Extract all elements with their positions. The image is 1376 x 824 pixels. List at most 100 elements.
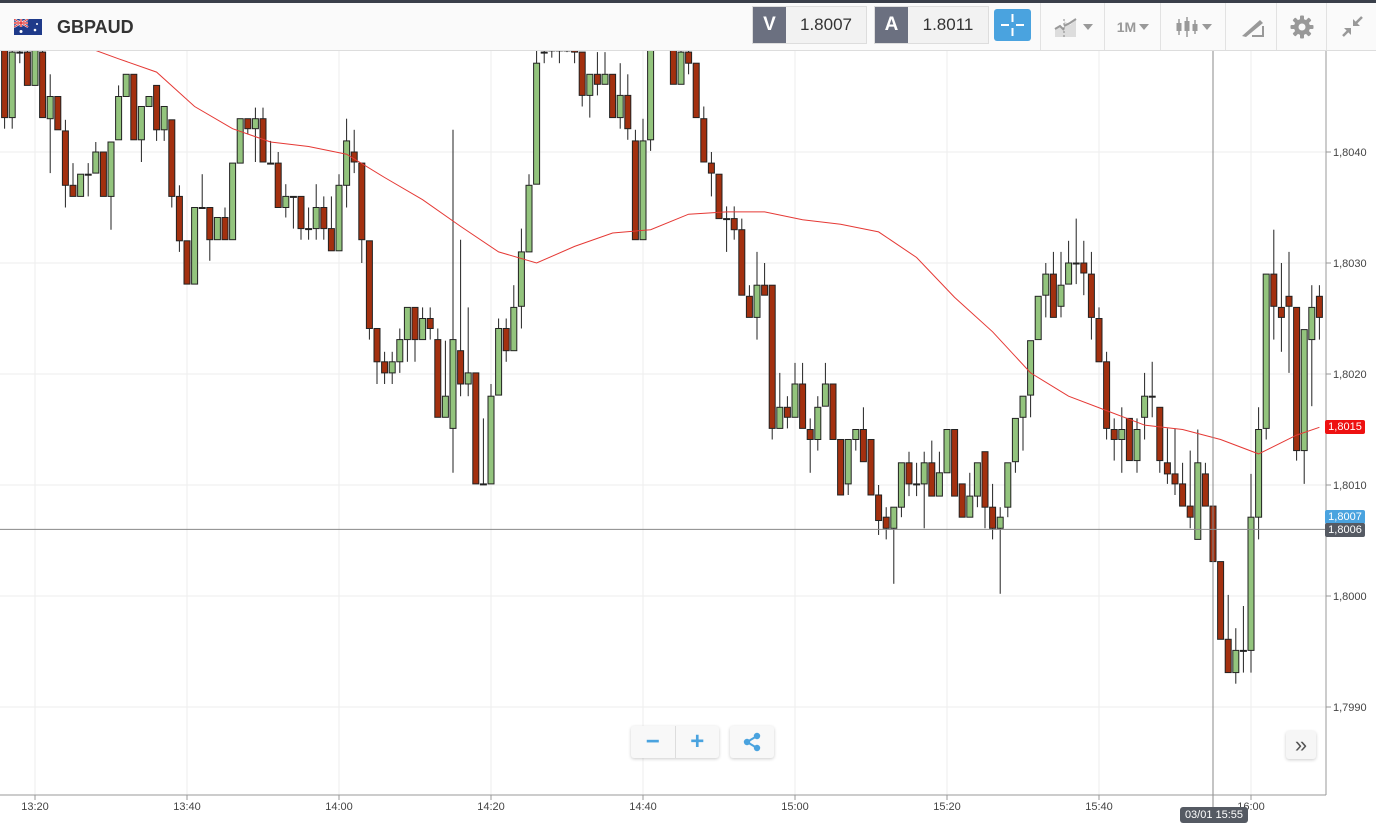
candle-body xyxy=(130,73,138,141)
candle-body xyxy=(890,506,898,529)
candle-body xyxy=(616,94,624,119)
candle-down xyxy=(373,327,381,384)
candle-body xyxy=(692,62,700,119)
candle-body xyxy=(1133,429,1141,462)
buy-price-button[interactable]: A 1.8011 xyxy=(874,6,989,44)
candle-body xyxy=(236,118,244,164)
candle-body xyxy=(609,73,617,119)
candle-body xyxy=(472,372,480,485)
candle-up xyxy=(1255,407,1263,540)
candle-body xyxy=(533,62,541,185)
candle-body xyxy=(1171,473,1179,485)
candle-body xyxy=(335,184,343,252)
candle-up xyxy=(586,73,594,118)
sell-price: 1.8007 xyxy=(800,15,852,34)
candle-body xyxy=(449,339,457,429)
candle-up xyxy=(563,51,571,53)
candle-body xyxy=(1049,273,1057,318)
candle-body xyxy=(8,51,16,119)
candle-up xyxy=(647,51,655,151)
candle-down xyxy=(1270,229,1278,340)
candle-body xyxy=(1034,295,1042,341)
candle-body xyxy=(563,51,571,52)
candle-up xyxy=(267,140,275,165)
candle-up xyxy=(540,51,548,64)
candle-down xyxy=(39,51,47,119)
candle-up xyxy=(920,451,928,529)
candle-body xyxy=(16,51,24,54)
candle-up xyxy=(46,74,54,174)
candle-body xyxy=(1315,295,1323,318)
candle-up xyxy=(396,328,404,373)
zoom-out-button[interactable]: − xyxy=(645,728,660,755)
candle-body xyxy=(776,406,784,429)
candle-up xyxy=(1133,418,1141,473)
candle-body xyxy=(578,51,586,96)
candle-body xyxy=(1194,462,1202,540)
y-tick-label: 1,8010 xyxy=(1333,480,1367,492)
candle-down xyxy=(130,73,138,141)
candle-body xyxy=(859,429,867,463)
candle-down xyxy=(578,51,586,107)
candle-down xyxy=(669,51,677,85)
candle-body xyxy=(1201,473,1209,507)
share-button[interactable] xyxy=(730,726,774,758)
candle-up xyxy=(677,51,685,85)
candle-body xyxy=(365,240,373,329)
symbol-title: GBPAUD xyxy=(57,17,134,37)
candle-body xyxy=(274,162,282,209)
candle-body xyxy=(1308,306,1316,341)
candle-up xyxy=(821,362,829,407)
candle-body xyxy=(525,184,533,253)
sell-price-button[interactable]: V 1.8007 xyxy=(752,6,867,44)
candle-up xyxy=(1042,263,1050,318)
zoom-in-button[interactable]: + xyxy=(674,726,720,758)
candle-down xyxy=(624,74,632,140)
candle-down xyxy=(571,51,579,64)
top-strip xyxy=(0,0,1376,3)
chevron-down-icon xyxy=(1139,23,1150,30)
cursor-time-label: 03/01 15:55 xyxy=(1180,807,1248,823)
candle-body xyxy=(251,118,259,130)
candlestick-icon xyxy=(1176,16,1198,37)
settings-button[interactable] xyxy=(1276,3,1327,50)
collapse-button[interactable] xyxy=(1326,3,1376,50)
candle-down xyxy=(745,285,753,318)
candle-body xyxy=(951,429,959,497)
candle-body xyxy=(517,251,525,307)
timeframe-dropdown[interactable]: 1M xyxy=(1104,3,1161,50)
candle-up xyxy=(791,362,799,418)
candle-up xyxy=(533,51,541,185)
candle-body xyxy=(905,462,913,485)
chart-type-dropdown[interactable] xyxy=(1040,3,1105,50)
candle-body xyxy=(799,383,807,429)
moving-average-line xyxy=(95,51,1320,455)
candle-style-dropdown[interactable] xyxy=(1160,3,1226,50)
x-tick-label: 15:20 xyxy=(933,801,961,813)
candle-down xyxy=(1156,406,1164,473)
buy-tag: A xyxy=(875,7,908,43)
candle-down xyxy=(259,107,267,163)
candle-body xyxy=(867,438,875,496)
candle-up xyxy=(852,429,860,451)
candle-body xyxy=(297,195,305,230)
candle-up xyxy=(198,174,206,209)
candle-body xyxy=(1156,406,1164,462)
candle-body xyxy=(381,361,389,374)
candle-down xyxy=(882,507,890,540)
candle-body xyxy=(289,195,297,198)
candle-body xyxy=(1080,262,1088,274)
candle-down xyxy=(472,372,480,485)
candle-body xyxy=(753,284,761,318)
drawing-tools-button[interactable] xyxy=(1225,3,1277,50)
candle-down xyxy=(958,483,966,518)
candle-body xyxy=(1163,462,1171,475)
candle-down xyxy=(829,383,837,440)
crosshair-button[interactable] xyxy=(994,9,1031,41)
candle-body xyxy=(601,73,609,85)
candle-up xyxy=(419,307,427,341)
scroll-to-end-button[interactable]: » xyxy=(1286,731,1316,759)
timeframe-label: 1M xyxy=(1116,18,1137,35)
candle-body xyxy=(639,140,647,241)
